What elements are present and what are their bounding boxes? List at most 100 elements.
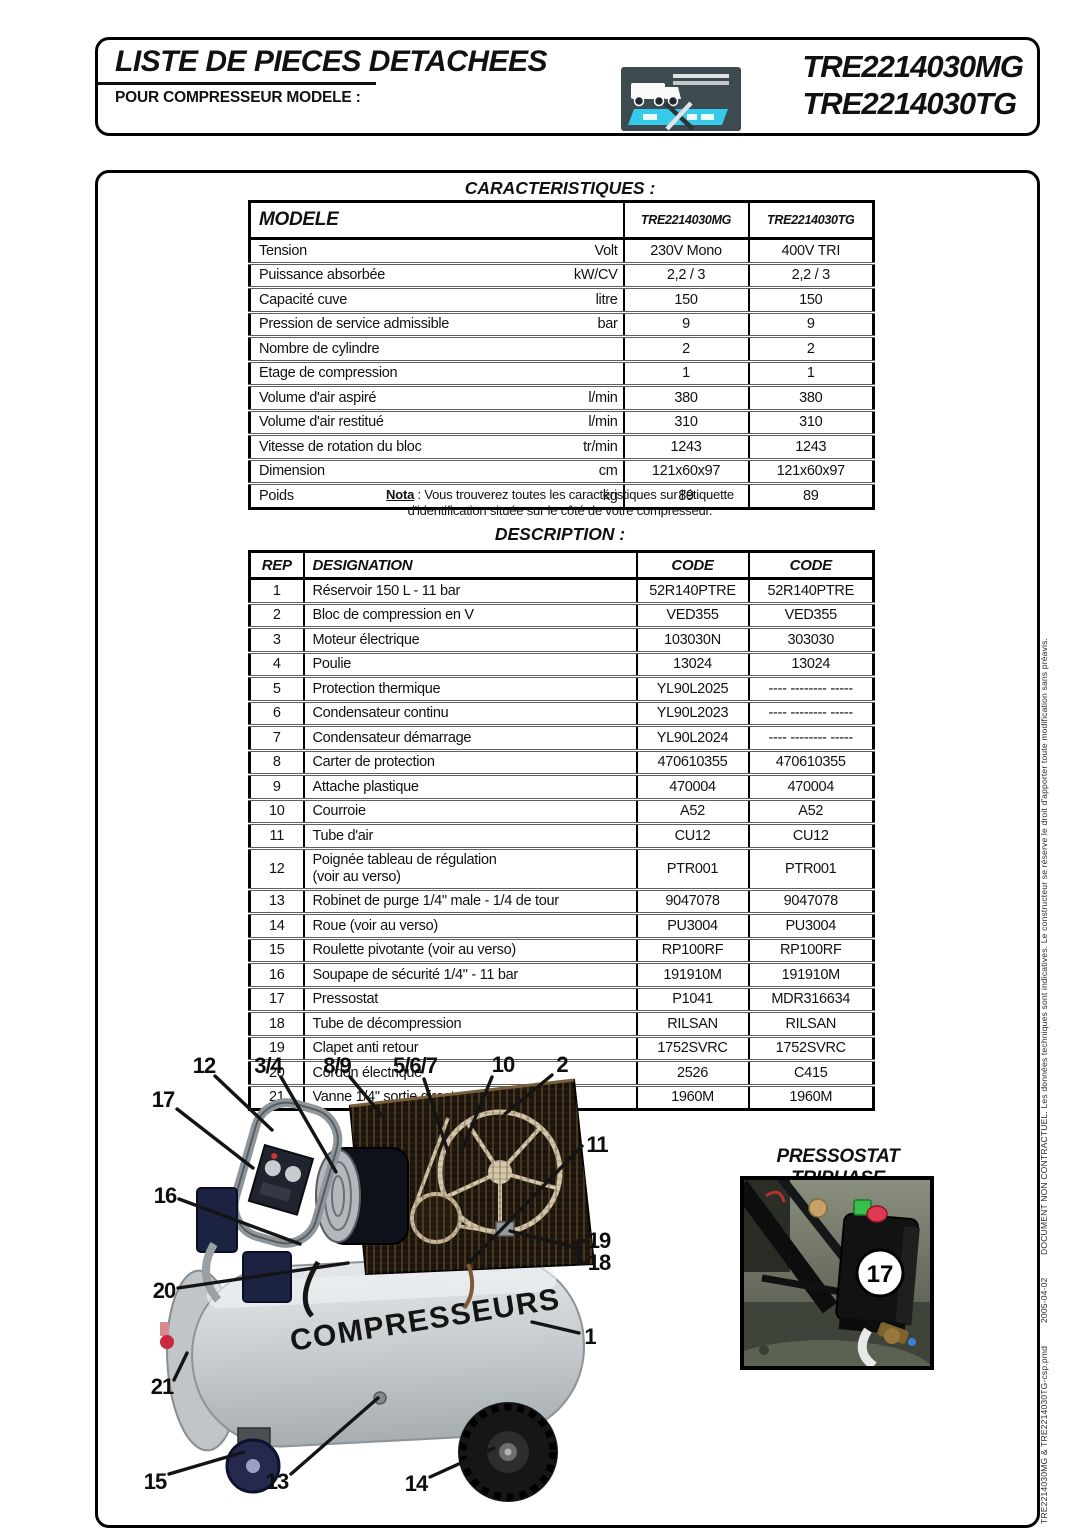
truck-express-logo-icon (621, 67, 741, 131)
model-number-tg: TRE2214030TG (802, 86, 1017, 121)
parts-table: REP DESIGNATION CODE CODE 1 Réservoir 150… (248, 550, 875, 1111)
label-cell: Vitesse de rotation du bloc (249, 433, 518, 459)
unit-cell (517, 335, 624, 361)
label-cell: Puissance absorbée (249, 261, 518, 288)
designation-cell: Condensateur démarrage (302, 724, 637, 750)
designation-cell: Pressostat (302, 985, 637, 1012)
vertical-footer-text: TRE2214030MG & TRE2214030TG-csp.pmd 2005… (1039, 448, 1055, 1524)
label-cell: Dimension (249, 457, 518, 484)
pressostat-badge: 17 (867, 1261, 894, 1288)
diagram-callout: 21 (150, 1374, 175, 1399)
unit-cell (517, 359, 624, 386)
code-tg-cell: A52 (747, 797, 874, 824)
rep-cell: 9 (249, 773, 304, 799)
rep-cell: 10 (249, 797, 304, 824)
char-row: Nombre de cylindre 2 2 (249, 335, 874, 361)
value-mg-cell: 310 (622, 408, 749, 435)
parts-row: 8 Carter de protection 470610355 470610355 (249, 748, 874, 775)
footer-filename: TRE2214030MG & TRE2214030TG-csp.pmd (1039, 1345, 1049, 1524)
rep-cell: 5 (249, 675, 304, 701)
designation-cell: Clapet anti retour (302, 1034, 637, 1061)
rep-cell: 6 (249, 699, 304, 726)
header-box: LISTE DE PIECES DETACHEES POUR COMPRESSE… (95, 37, 1040, 136)
code-tg-cell: 303030 (747, 626, 874, 652)
code-tg-cell: 13024 (747, 650, 874, 677)
code-tg-cell: 191910M (747, 961, 874, 987)
designation-cell: Courroie (302, 797, 637, 824)
value-mg-cell: 89 (622, 482, 749, 508)
value-tg-cell: 1 (747, 359, 874, 386)
pressure-switch (835, 1212, 920, 1335)
char-row: Vitesse de rotation du bloc tr/min 1243 124… (249, 433, 874, 459)
parts-row: 10 Courroie A52 A52 (249, 797, 874, 824)
unit-cell: bar (517, 310, 624, 337)
value-tg-cell: 1243 (747, 433, 874, 459)
label-cell: Volume d'air restitué (249, 408, 518, 435)
code-mg-cell: 1752SVRC (635, 1034, 749, 1061)
designation-cell: Tube d'air (302, 822, 637, 848)
diagram-callout: 12 (192, 1053, 217, 1078)
code-mg-cell: YL90L2023 (635, 699, 749, 726)
rep-cell: 21 (249, 1083, 304, 1110)
char-row: Volume d'air restitué l/min 310 310 (249, 408, 874, 435)
value-mg-cell: 1 (622, 359, 749, 386)
red-button (866, 1205, 888, 1223)
code-mg-cell: A52 (635, 797, 749, 824)
code-tg-cell: 9047078 (747, 887, 874, 914)
designation-cell: Soupape de sécurité 1/4" - 11 bar (302, 961, 637, 987)
designation-cell: Protection thermique (302, 675, 637, 701)
rep-cell: 14 (249, 912, 304, 938)
char-row: Etage de compression 1 1 (249, 359, 874, 386)
diagram-callout: 15 (143, 1469, 168, 1494)
diagram-callout: 17 (151, 1087, 176, 1112)
value-tg-cell: 2,2 / 3 (747, 261, 874, 288)
value-mg-cell: 150 (622, 286, 749, 312)
nota-label: Nota (386, 487, 415, 502)
code-mg-cell: 103030N (635, 626, 749, 652)
parts-row: 13 Robinet de purge 1/4" male - 1/4 de to… (249, 887, 874, 914)
char-row: Poids kg 89 89 (249, 482, 874, 508)
value-mg-cell: 2,2 / 3 (622, 261, 749, 288)
designation-cell: Tube de décompression (302, 1010, 637, 1036)
model-header-cell: MODELE (249, 201, 624, 240)
code-mg-cell: CU12 (635, 822, 749, 848)
diagram-callout: 16 (153, 1183, 178, 1208)
parts-header-row: REP DESIGNATION CODE CODE (249, 551, 874, 580)
diagram-callout: 5/6/7 (393, 1053, 438, 1078)
designation-cell: Moteur électrique (302, 626, 637, 652)
code-mg-cell: 52R140PTRE (635, 578, 749, 603)
model-numbers: TRE2214030MG TRE2214030TG (802, 48, 1024, 122)
description-section-title: DESCRIPTION : (494, 524, 626, 544)
rep-cell: 3 (249, 626, 304, 652)
parts-row: 21 Vanne 1/4" sortie directe 1960M 1960M (249, 1083, 874, 1110)
nota-line2: d'identification située sur le côté de v… (407, 503, 713, 518)
diagram-callout: 3/4 (254, 1053, 283, 1078)
designation-cell: Condensateur continu (302, 699, 637, 726)
label-cell: Poids (249, 482, 518, 508)
title-underline (98, 82, 376, 85)
label-cell: Tension (259, 242, 307, 259)
diagram-callout: 18 (587, 1250, 612, 1275)
value-tg-cell: 150 (747, 286, 874, 312)
code-mg-cell: PTR001 (635, 846, 749, 889)
designation-cell: Carter de protection (302, 748, 637, 775)
diagram-callout: 13 (265, 1469, 290, 1494)
diagram-callout: 2 (556, 1052, 568, 1077)
value-tg-cell: 9 (747, 310, 874, 337)
code-mg-cell: RILSAN (635, 1010, 749, 1036)
char-row: Puissance absorbée kW/CV 2,2 / 3 2,2 / 3 (249, 261, 874, 288)
unit-cell: cm (517, 457, 624, 484)
unit-cell: l/min (517, 384, 624, 410)
diagram-callout: 8/9 (323, 1053, 352, 1078)
unit-cell: Volt (594, 242, 618, 259)
designation-cell: Roue (voir au verso) (302, 912, 637, 938)
code-tg-cell: ---- -------- ----- (747, 675, 874, 701)
code-tg-cell: 1752SVRC (747, 1034, 874, 1061)
code-mg-cell: 2526 (635, 1059, 749, 1085)
parts-row: 6 Condensateur continu YL90L2023 ---- -----… (249, 699, 874, 726)
code-tg-cell: ---- -------- ----- (747, 724, 874, 750)
code-tg-header-cell: CODE (747, 551, 874, 580)
unit-cell: kg (517, 482, 624, 508)
rep-cell: 7 (249, 724, 304, 750)
